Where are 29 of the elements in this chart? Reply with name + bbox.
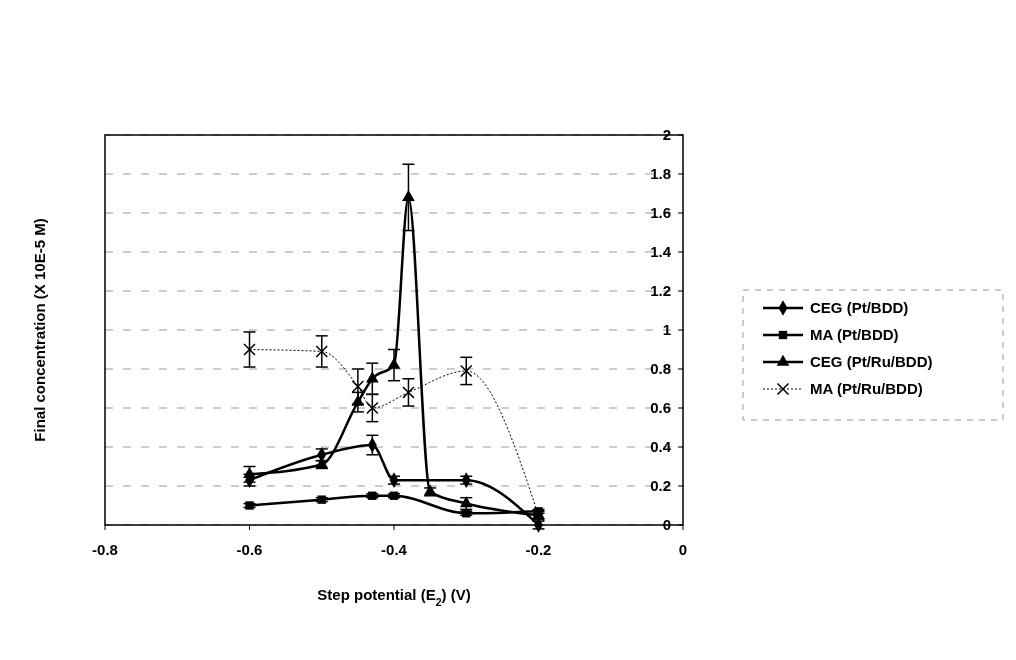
point [387, 357, 401, 369]
point [243, 343, 256, 356]
x-tick-label: -0.2 [525, 541, 552, 558]
y-tick-label: 0.8 [650, 360, 671, 377]
point [317, 495, 326, 504]
point [315, 345, 328, 358]
y-tick-label: 1.2 [650, 282, 671, 299]
x-tick-label: -0.4 [381, 541, 408, 558]
legend-label: MA (Pt/Ru/BDD) [810, 380, 923, 397]
y-tick-label: 0.4 [650, 438, 672, 455]
x-tick-label: -0.6 [236, 541, 263, 558]
legend-label: CEG (Pt/BDD) [810, 299, 909, 316]
point [402, 386, 415, 399]
y-tick-label: 1.8 [650, 165, 671, 182]
y-tick-label: 0.2 [650, 477, 671, 494]
x-axis-title: Step potential (E$_{2}$) (V) [317, 586, 471, 608]
point [462, 509, 471, 518]
y-axis-title: Final concentration (X 10E-5 M) [31, 218, 48, 442]
point [402, 190, 415, 202]
x-tick-label: 0 [678, 541, 688, 558]
y-tick-label: 1.4 [650, 243, 672, 260]
legend-label: CEG (Pt/Ru/BDD) [810, 353, 933, 370]
point [365, 371, 379, 383]
y-tick-label: 1 [662, 321, 671, 338]
x-tick-label: -0.8 [92, 541, 118, 558]
y-tick-label: 0.6 [650, 399, 671, 416]
point [460, 364, 473, 378]
y-tick-label: 1.6 [650, 204, 671, 221]
legend-label: MA (Pt/BDD) [810, 326, 899, 343]
